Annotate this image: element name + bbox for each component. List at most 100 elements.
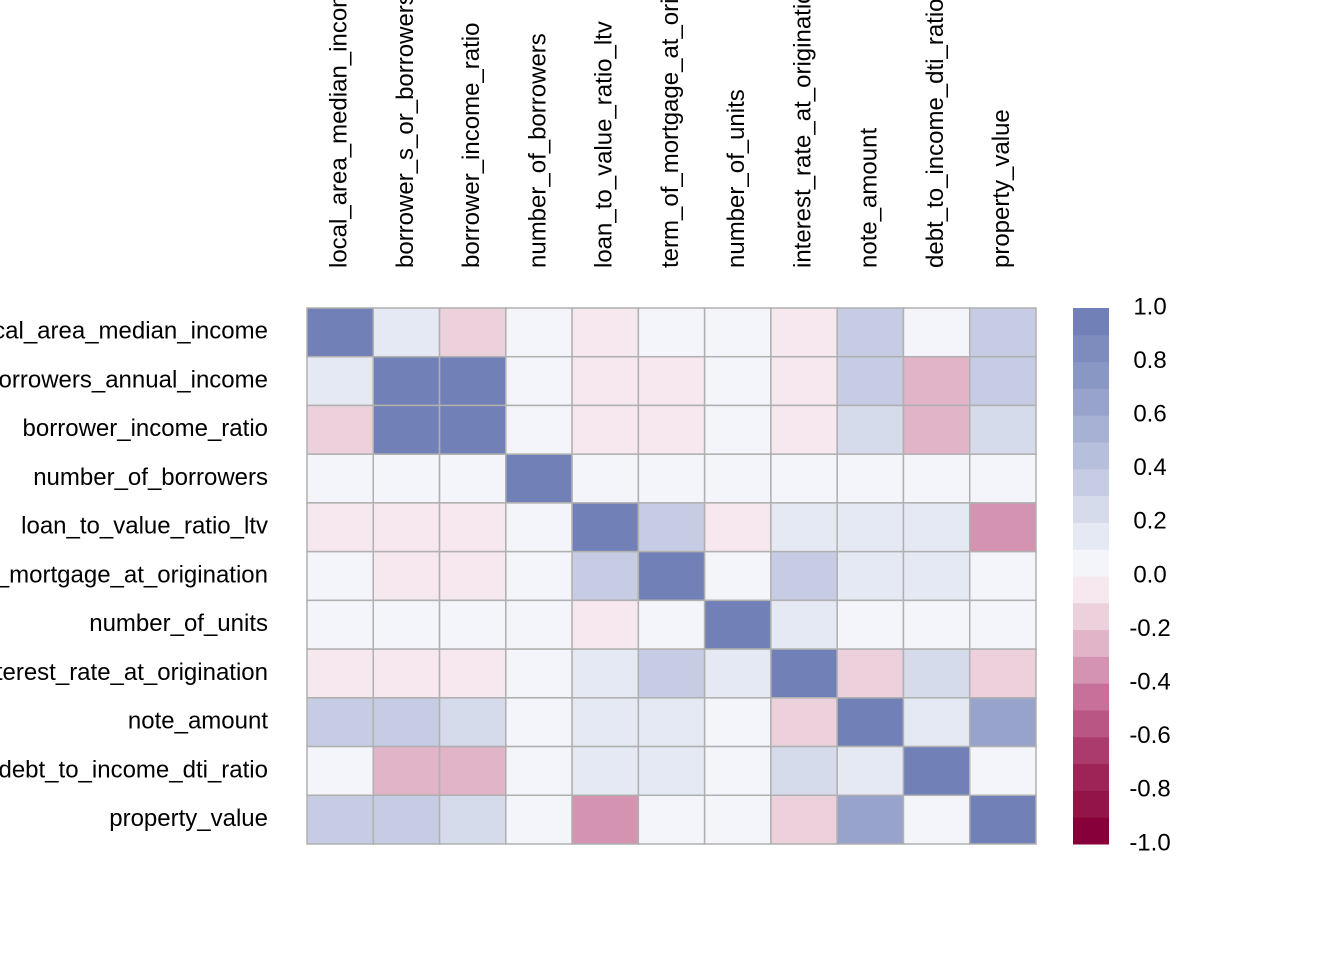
heatmap-cell xyxy=(438,745,507,797)
heatmap-cell xyxy=(770,404,838,455)
heatmap-cell xyxy=(703,794,772,845)
heatmap-cell xyxy=(968,502,1037,553)
heatmap-cell xyxy=(902,794,971,845)
colorbar-bin xyxy=(1073,388,1109,416)
heatmap-cell xyxy=(571,502,640,553)
heatmap-cell xyxy=(770,502,838,553)
heatmap-cell xyxy=(438,794,507,845)
heatmap-cell xyxy=(571,404,640,455)
x-tick-label: interest_rate_at_origination xyxy=(789,0,816,268)
colorbar-bin xyxy=(1073,656,1109,684)
heatmap-cell xyxy=(306,453,375,504)
heatmap-cell xyxy=(372,307,441,358)
heatmap-cell xyxy=(637,697,706,748)
heatmap-cell xyxy=(306,307,375,358)
heatmap-cell xyxy=(902,453,971,504)
heatmap-cell xyxy=(306,502,375,553)
heatmap-cell xyxy=(306,404,375,455)
heatmap-cell xyxy=(836,599,905,650)
heatmap-cell xyxy=(505,550,573,602)
colorbar-bin xyxy=(1073,576,1109,604)
heatmap-cell xyxy=(372,648,441,699)
heatmap-cell xyxy=(703,599,772,650)
heatmap-cell xyxy=(372,794,441,845)
y-tick-label: loan_to_value_ratio_ltv xyxy=(21,513,268,540)
heatmap-cell xyxy=(505,502,573,553)
colorbar-tick-label: 0.0 xyxy=(1133,561,1166,588)
heatmap-cell xyxy=(637,745,706,797)
heatmap-cell xyxy=(637,794,706,845)
colorbar-bin xyxy=(1073,683,1109,711)
y-tick-label: property_value xyxy=(109,805,268,832)
heatmap-cell xyxy=(306,697,375,748)
x-tick-label: note_amount xyxy=(856,128,883,268)
heatmap-cell xyxy=(703,355,772,407)
heatmap-cell xyxy=(836,697,905,748)
colorbar-bin xyxy=(1073,549,1109,577)
x-tick-label: term_of_mortgage_at_origination xyxy=(657,0,684,268)
colorbar-bin xyxy=(1073,522,1109,550)
heatmap-cell xyxy=(703,745,772,797)
heatmap-cell xyxy=(438,307,507,358)
heatmap-cell xyxy=(306,550,375,602)
colorbar-bin xyxy=(1073,602,1109,631)
colorbar-bin xyxy=(1073,629,1109,657)
heatmap-cell xyxy=(571,355,640,407)
heatmap-cell xyxy=(836,404,905,455)
heatmap-cell xyxy=(505,355,573,407)
heatmap-cell xyxy=(438,697,507,748)
heatmap-cell xyxy=(703,697,772,748)
heatmap-cell xyxy=(902,404,971,455)
y-tick-label: borrower_s_or_borrowers_annual_income xyxy=(0,366,268,393)
heatmap-cell xyxy=(571,697,640,748)
heatmap-cell xyxy=(836,550,905,602)
x-tick-label: number_of_borrowers xyxy=(524,33,551,268)
heatmap-cell xyxy=(836,794,905,845)
y-tick-label: borrower_income_ratio xyxy=(23,415,268,442)
heatmap-cell xyxy=(306,794,375,845)
colorbar-tick-label: -0.6 xyxy=(1129,722,1170,749)
heatmap-cell xyxy=(571,794,640,845)
y-tick-label: number_of_units xyxy=(89,610,268,637)
heatmap-cell xyxy=(505,599,573,650)
colorbar-bin xyxy=(1073,361,1109,389)
heatmap-cell xyxy=(637,355,706,407)
heatmap-cell xyxy=(438,502,507,553)
heatmap-cell xyxy=(438,355,507,407)
heatmap-cell xyxy=(703,648,772,699)
heatmap-cell xyxy=(836,355,905,407)
y-tick-label: note_amount xyxy=(128,708,268,735)
colorbar-bin xyxy=(1073,763,1109,791)
heatmap-cell xyxy=(571,550,640,602)
heatmap-cell xyxy=(372,404,441,455)
heatmap-cell xyxy=(438,550,507,602)
y-tick-label: term_of_mortgage_at_origination xyxy=(0,561,268,588)
heatmap-cell xyxy=(306,745,375,797)
heatmap-cell xyxy=(968,648,1037,699)
heatmap-cell xyxy=(703,404,772,455)
heatmap-cell xyxy=(836,453,905,504)
colorbar-tick-label: 0.4 xyxy=(1133,454,1166,481)
colorbar-bin xyxy=(1073,468,1109,497)
heatmap-cell xyxy=(968,745,1037,797)
colorbar-tick-label: -0.2 xyxy=(1129,615,1170,642)
y-tick-label: local_area_median_income xyxy=(0,318,268,345)
colorbar-tick-label: 0.8 xyxy=(1133,347,1166,374)
colorbar-tick-label: -0.8 xyxy=(1129,776,1170,803)
heatmap-cell xyxy=(637,648,706,699)
colorbar-tick-label: 1.0 xyxy=(1133,293,1166,320)
heatmap-cell xyxy=(637,404,706,455)
colorbar-tick-label: 0.2 xyxy=(1133,508,1166,535)
heatmap-cell xyxy=(637,307,706,358)
heatmap-cell xyxy=(438,599,507,650)
heatmap-cell xyxy=(505,697,573,748)
heatmap-cell xyxy=(505,794,573,845)
heatmap-cell xyxy=(703,502,772,553)
heatmap-cell xyxy=(968,307,1037,358)
heatmap-cell xyxy=(836,745,905,797)
heatmap-cell xyxy=(703,550,772,602)
x-tick-label: local_area_median_income xyxy=(325,0,352,268)
heatmap-cell xyxy=(372,599,441,650)
heatmap-cell xyxy=(770,745,838,797)
